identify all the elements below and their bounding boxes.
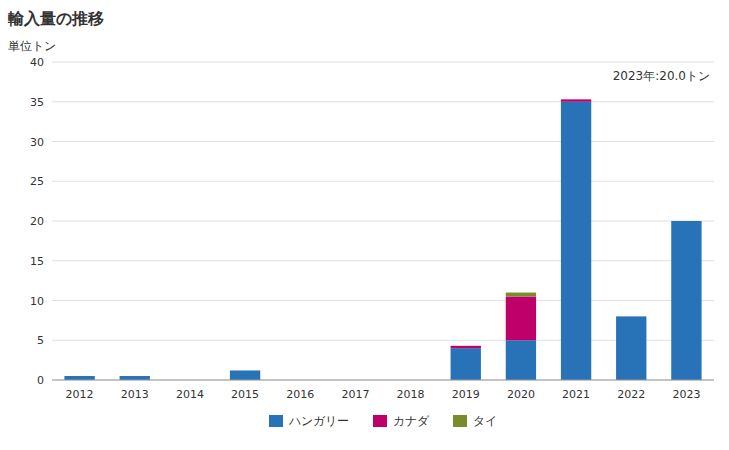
bar-segment (506, 340, 536, 380)
x-tick-label: 2017 (341, 388, 369, 401)
legend-item: ハンガリー (269, 414, 349, 428)
bar-segment (616, 316, 646, 317)
y-tick-label: 25 (30, 175, 44, 188)
annotation: 2023年:20.0トン (613, 69, 710, 83)
bar-segment (230, 370, 260, 371)
bar-segment (616, 316, 646, 317)
bar-segment (64, 376, 94, 377)
x-tick-label: 2022 (617, 388, 645, 401)
legend-swatch (269, 415, 283, 427)
grid-line (52, 260, 714, 261)
bar-segment (230, 370, 260, 371)
grid-line (52, 300, 714, 301)
grid (52, 62, 714, 380)
bar-segment (616, 316, 646, 380)
bar-segment (671, 221, 701, 222)
grid-line (52, 340, 714, 341)
y-tick-label: 15 (30, 255, 44, 268)
bar-segment (451, 348, 481, 380)
bar-segment (506, 297, 536, 341)
chart: 輸入量の推移単位トン 0 5 10 15 20 25 30 35 40 2012 2013 2014 20… (0, 0, 729, 450)
legend-swatch (453, 415, 467, 427)
bar-segment (120, 376, 150, 377)
y-tick-label: 30 (30, 136, 44, 149)
x-tick-label: 2019 (452, 388, 480, 401)
y-tick-label: 5 (37, 334, 44, 347)
title: 輸入量の推移 (7, 9, 104, 28)
grid-line (52, 141, 714, 142)
grid-line (52, 221, 714, 222)
x-tick-label: 2016 (286, 388, 314, 401)
x-tick-label: 2013 (121, 388, 149, 401)
bars (64, 99, 701, 380)
legend-item: タイ (453, 414, 497, 428)
bar-segment (120, 376, 150, 380)
grid-line (52, 62, 714, 63)
y-axis-label: 単位トン (8, 39, 56, 53)
bar-segment (120, 376, 150, 377)
y-tick-label: 20 (30, 215, 44, 228)
y-tick-label: 0 (37, 374, 44, 387)
grid-line (52, 380, 714, 381)
bar-segment (451, 346, 481, 348)
x-tick-label: 2018 (397, 388, 425, 401)
legend-label: タイ (473, 414, 497, 428)
y-tick-label: 10 (30, 295, 44, 308)
legend-label: ハンガリー (288, 414, 349, 428)
bar-segment (506, 293, 536, 297)
legend-swatch (373, 415, 387, 427)
x-tick-label: 2020 (507, 388, 535, 401)
bar-segment (230, 370, 260, 380)
x-tick-label: 2012 (66, 388, 94, 401)
x-tick-label: 2014 (176, 388, 204, 401)
bar-segment (561, 99, 591, 100)
y-tick-label: 40 (30, 56, 44, 69)
x-tick-label: 2015 (231, 388, 259, 401)
bar-segment (64, 376, 94, 377)
y-tick-label: 35 (30, 96, 44, 109)
x-tick-label: 2023 (672, 388, 700, 401)
bar-segment (561, 102, 591, 380)
bar-segment (451, 345, 481, 346)
bar-segment (671, 221, 701, 222)
x-axis-line (52, 380, 714, 381)
legend-label: カナダ (393, 414, 430, 428)
bar-segment (671, 221, 701, 380)
bar-segment (561, 99, 591, 101)
x-tick-label: 2021 (562, 388, 590, 401)
legend: ハンガリー カナダ タイ (269, 414, 497, 428)
bar-segment (64, 376, 94, 380)
legend-item: カナダ (373, 414, 430, 428)
grid-line (52, 101, 714, 102)
grid-line (52, 181, 714, 182)
